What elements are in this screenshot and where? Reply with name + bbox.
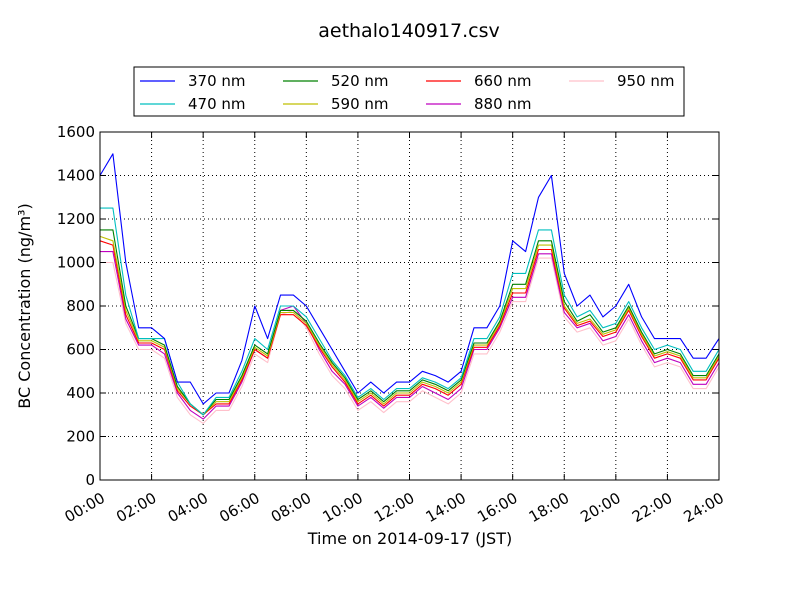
legend-label: 520 nm	[331, 72, 389, 90]
legend-label: 880 nm	[474, 95, 532, 113]
y-tick-label: 600	[66, 341, 95, 359]
y-tick-label: 0	[85, 471, 95, 489]
legend-label: 950 nm	[617, 72, 675, 90]
legend-label: 590 nm	[331, 95, 389, 113]
y-tick-label: 200	[66, 428, 95, 446]
y-tick-label: 1200	[57, 210, 95, 228]
y-tick-label: 1000	[57, 254, 95, 272]
x-axis-label: Time on 2014-09-17 (JST)	[307, 529, 512, 548]
chart-title: aethalo140917.csv	[318, 20, 500, 42]
ticks	[99, 131, 720, 481]
legend: 370 nm 470 nm 520 nm 590 nm 660 nm 880 nm 950 …	[133, 66, 685, 117]
series-line-470-nm	[100, 207, 720, 416]
y-tick-labels: 0 200 400 600 800 1000 1200 1400 1600	[57, 123, 95, 489]
series-line-880-nm	[100, 251, 720, 420]
series-line-950-nm	[100, 257, 720, 424]
y-tick-label: 800	[66, 297, 95, 315]
legend-box	[133, 66, 685, 117]
y-tick-label: 1400	[57, 167, 95, 185]
series-layer	[99, 153, 720, 424]
legend-label: 660 nm	[474, 72, 532, 90]
legend-label: 370 nm	[188, 72, 246, 90]
y-tick-label: 400	[66, 384, 95, 402]
y-axis-label: BC Concentration (ng/m³)	[15, 203, 34, 408]
legend-label: 470 nm	[188, 95, 246, 113]
y-tick-label: 1600	[57, 123, 95, 141]
series-line-370-nm	[99, 153, 720, 405]
